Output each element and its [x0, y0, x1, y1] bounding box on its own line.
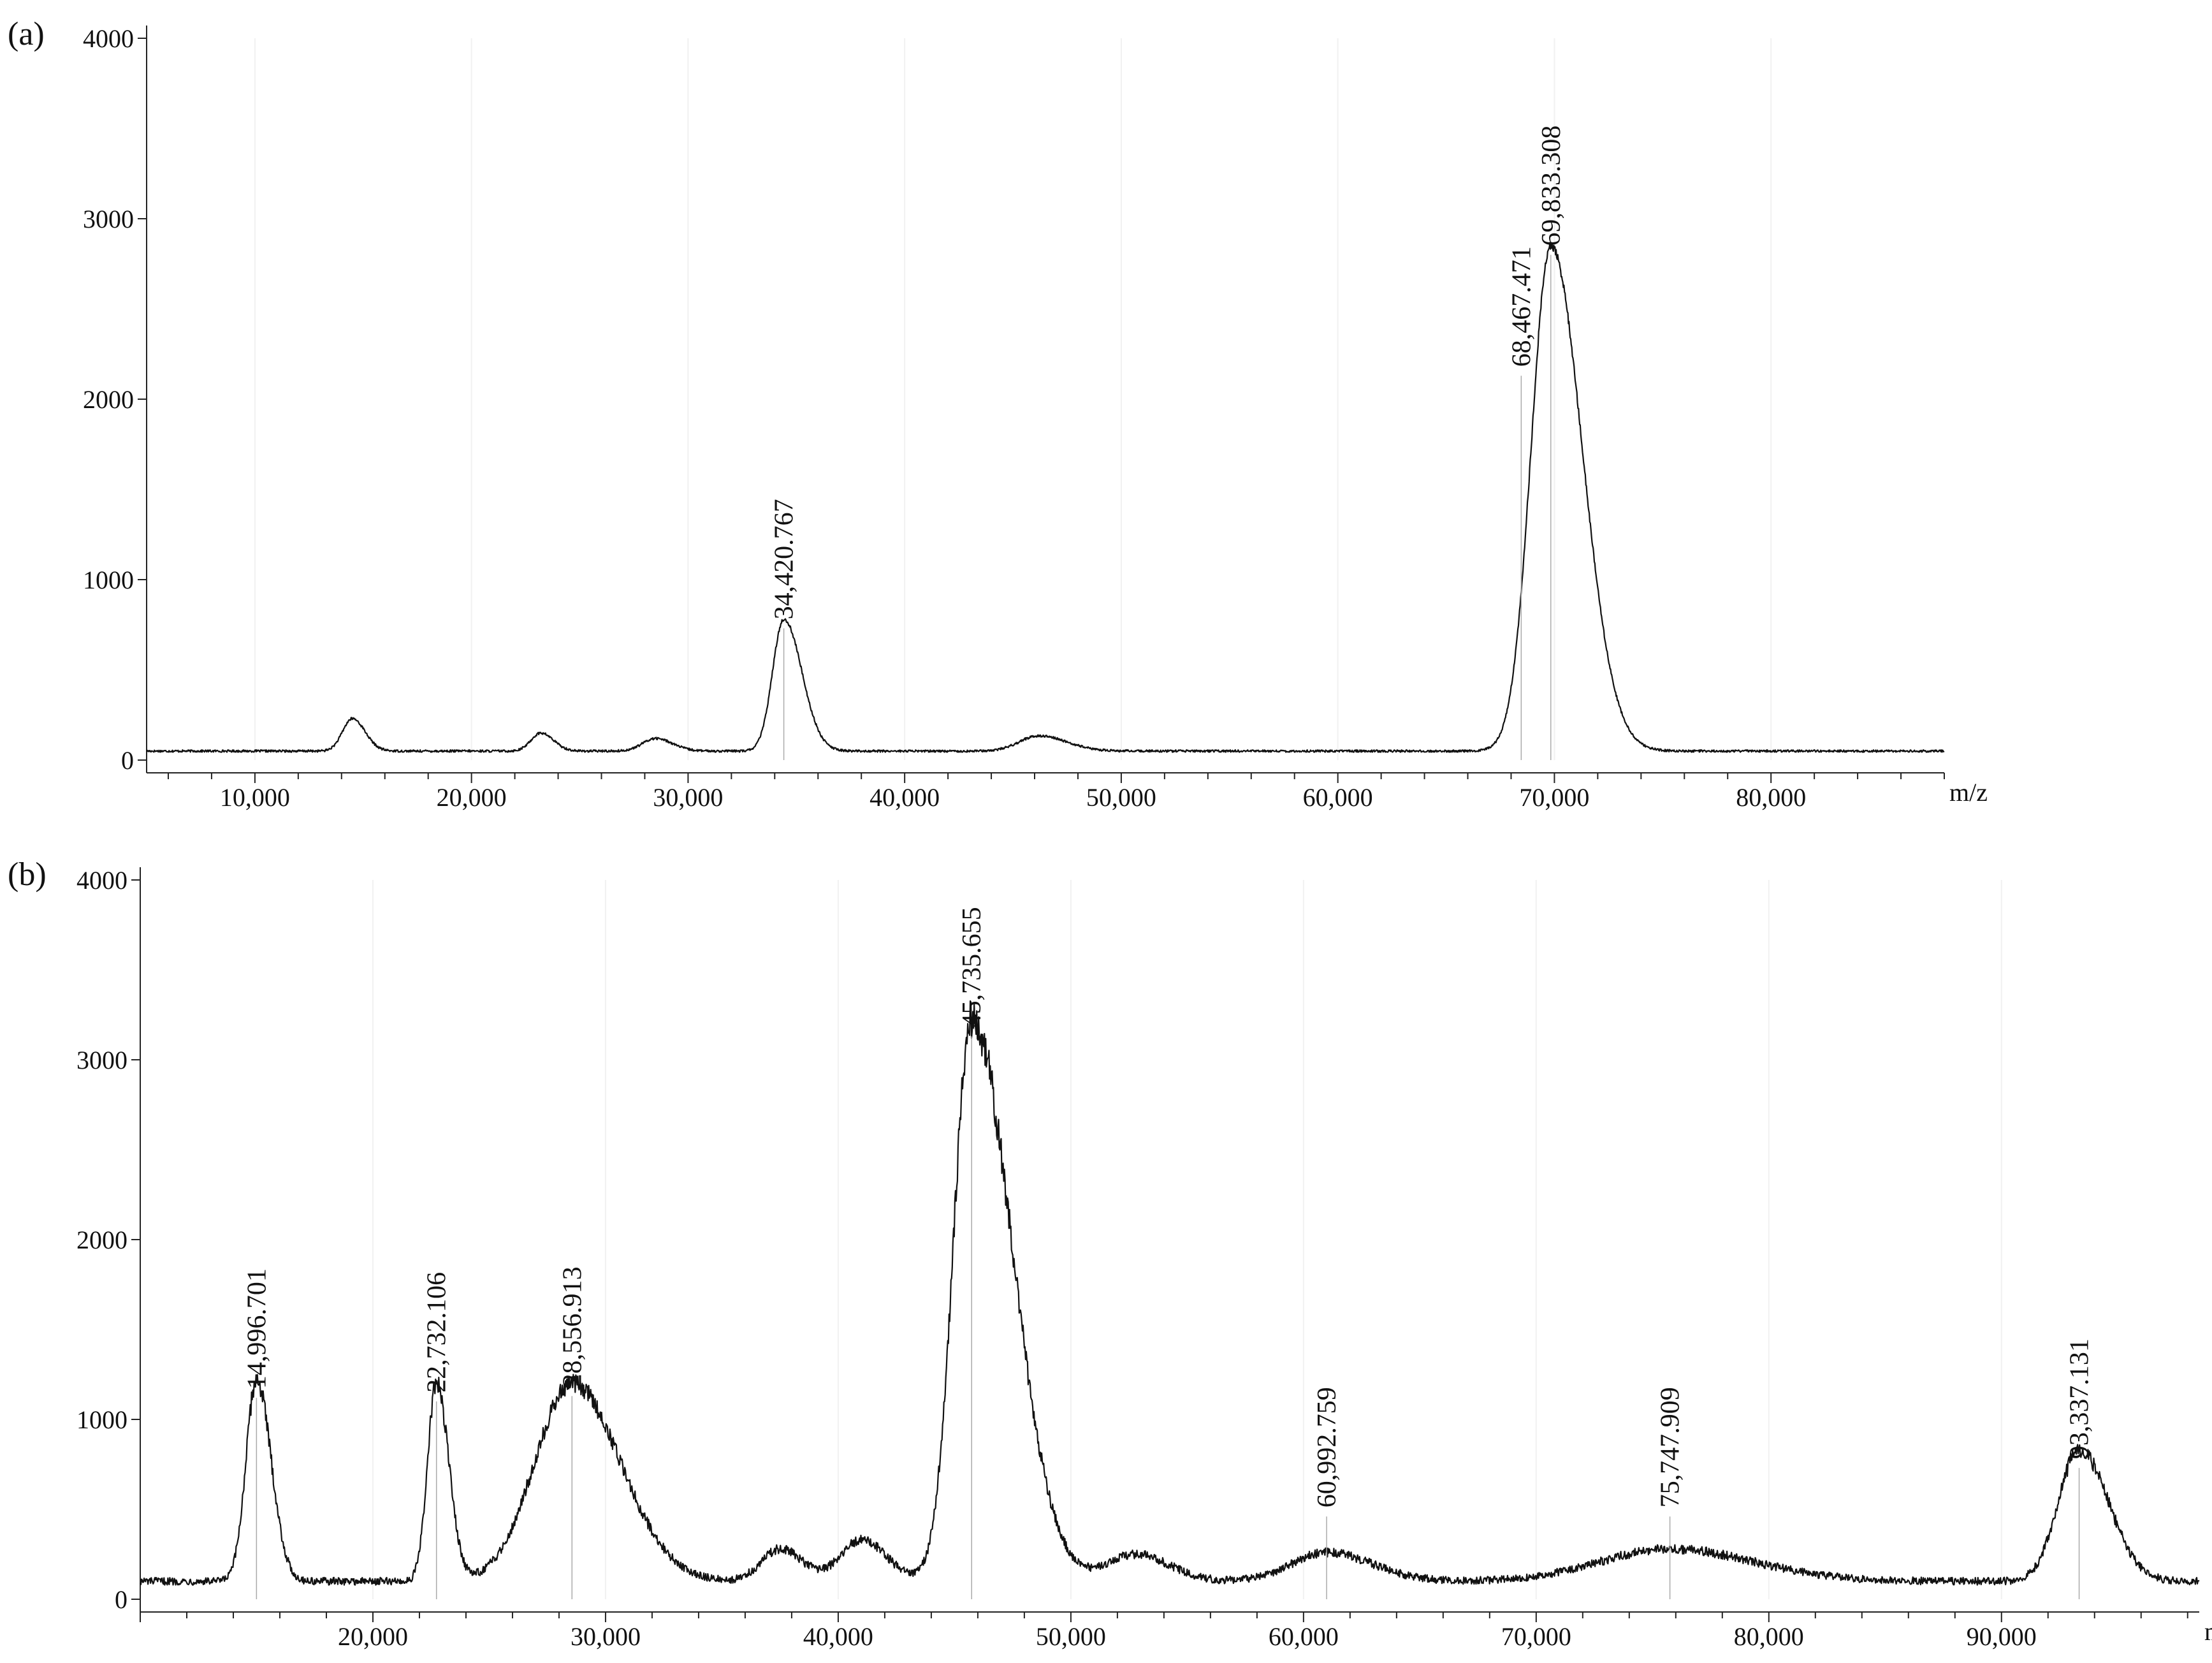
x-tick-label-4: 50,000 [1086, 783, 1156, 812]
x-tick-label-6: 80,000 [1734, 1622, 1804, 1651]
peak-label-3: 45,735.655 [957, 907, 987, 1027]
peak-label-2: 69,833.308 [1537, 126, 1566, 246]
x-tick-label-5: 60,000 [1303, 783, 1373, 812]
peak-label-5: 75,747.909 [1656, 1387, 1685, 1507]
y-tick-label-3: 3000 [76, 1046, 127, 1074]
peak-label-0: 34,420.767 [770, 499, 799, 619]
y-tick-label-0: 0 [115, 1585, 127, 1614]
panel-label-a: (a) [8, 16, 45, 52]
x-tick-label-3: 50,000 [1036, 1622, 1106, 1651]
y-tick-label-2: 2000 [76, 1226, 127, 1254]
y-tick-label-4: 4000 [76, 866, 127, 895]
x-tick-label-6: 70,000 [1519, 783, 1589, 812]
x-tick-label-7: 90,000 [1967, 1622, 2037, 1651]
spectrum-trace [145, 242, 1945, 753]
spectrum-panel-a: (a) 0 1000 2000 3000 4000 10,000 20,000 30,000 4… [8, 16, 1988, 812]
peak-label-4: 60,992.759 [1313, 1387, 1342, 1507]
x-tick-label-0: 10,000 [220, 783, 290, 812]
peak-label-1: 68,467.471 [1507, 246, 1536, 367]
x-tick-label-1: 30,000 [571, 1622, 641, 1651]
x-tick-label-5: 70,000 [1501, 1622, 1571, 1651]
x-axis-unit-label: m/z [1949, 778, 1988, 807]
panel-label-b: (b) [8, 856, 47, 893]
y-tick-label-2: 2000 [83, 385, 134, 414]
x-tick-label-2: 40,000 [803, 1622, 873, 1651]
spectrum-panel-b: (b) 0 1000 2000 3000 4000 20,000 30,000 40,000 5… [8, 856, 2212, 1651]
x-tick-label-1: 20,000 [437, 783, 507, 812]
x-tick-label-0: 20,000 [338, 1622, 408, 1651]
y-tick-label-1: 1000 [76, 1405, 127, 1434]
y-tick-label-3: 3000 [83, 205, 134, 233]
y-tick-label-4: 4000 [83, 24, 134, 53]
peak-label-0: 14,996.701 [242, 1268, 272, 1389]
x-tick-label-3: 40,000 [870, 783, 940, 812]
y-tick-label-0: 0 [121, 746, 134, 775]
x-axis-unit-label: m/z [2204, 1617, 2212, 1646]
x-tick-label-7: 80,000 [1736, 783, 1806, 812]
spectrum-trace [139, 1000, 2200, 1586]
peak-label-2: 28,556.913 [558, 1266, 587, 1387]
y-tick-label-1: 1000 [83, 566, 134, 594]
x-tick-label-4: 60,000 [1269, 1622, 1339, 1651]
x-tick-label-2: 30,000 [653, 783, 723, 812]
peak-label-1: 22,732.106 [423, 1272, 452, 1393]
peak-label-6: 93,337.131 [2065, 1338, 2095, 1459]
